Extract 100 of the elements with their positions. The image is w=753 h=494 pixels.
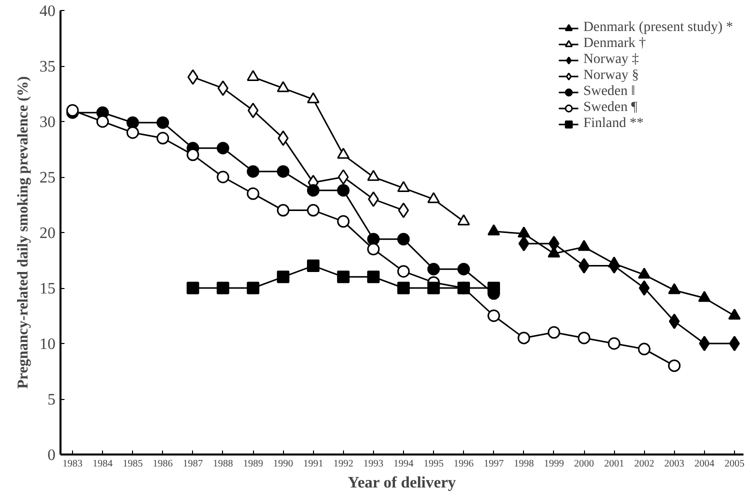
point [246, 187, 260, 200]
point [156, 116, 170, 129]
point [276, 270, 290, 284]
point [728, 308, 741, 320]
point [578, 332, 590, 344]
legend-label: Denmark (present study) * [583, 20, 733, 36]
legend-label: Sweden ‖ [583, 84, 636, 100]
point [548, 326, 560, 339]
legend-label: Denmark † [583, 36, 646, 52]
x-tick-label: 2001 [604, 458, 624, 470]
legend-label: Sweden ¶ [583, 100, 638, 116]
x-tick-label: 2005 [724, 458, 744, 470]
y-tick-label: 10 [40, 336, 56, 353]
point [367, 232, 380, 246]
legend-label: Norway § [583, 68, 639, 84]
point [698, 336, 710, 352]
point [427, 262, 440, 276]
point [427, 282, 440, 294]
point [638, 342, 650, 356]
point [156, 132, 170, 144]
point [338, 169, 349, 185]
point [306, 92, 320, 104]
y-tick-label: 25 [40, 170, 56, 186]
point [186, 148, 200, 162]
point [337, 148, 350, 159]
point [397, 232, 410, 246]
point [246, 282, 260, 294]
point [638, 268, 650, 279]
x-tick-label: 1997 [484, 458, 504, 470]
x-tick-label: 1999 [544, 458, 564, 470]
point [367, 170, 380, 181]
point [608, 337, 620, 350]
y-tick-label: 0 [48, 447, 56, 464]
x-tick-label: 2004 [694, 458, 714, 470]
y-tick-label: 20 [40, 225, 56, 242]
point [367, 242, 380, 256]
point [246, 70, 260, 82]
y-tick-label: 40 [40, 3, 56, 20]
point [457, 214, 470, 226]
legend-label: Norway ‡ [583, 52, 639, 68]
x-tick-label: 1993 [363, 458, 384, 470]
point [276, 204, 290, 217]
x-tick-label: 1994 [394, 458, 414, 470]
y-tick-label: 35 [40, 58, 56, 76]
point [306, 204, 320, 217]
point [276, 165, 290, 178]
x-tick-label: 1986 [152, 458, 173, 470]
point [187, 69, 198, 85]
point [638, 280, 650, 296]
x-tick-label: 2000 [574, 458, 594, 470]
point [216, 282, 230, 294]
point [488, 282, 500, 294]
x-tick-label: 1987 [182, 458, 203, 470]
point [488, 310, 500, 322]
point [276, 81, 290, 92]
x-tick-label: 1998 [514, 458, 534, 470]
point [518, 226, 530, 238]
point [367, 270, 380, 284]
point [518, 236, 530, 252]
point [427, 192, 440, 204]
legend-label: Finland ** [583, 116, 644, 132]
point [216, 170, 230, 184]
point [126, 116, 139, 129]
point [397, 282, 410, 294]
y-tick-label: 15 [40, 280, 56, 298]
y-tick-label: 5 [48, 392, 56, 408]
point [397, 265, 410, 278]
x-tick-label: 1983 [62, 458, 83, 470]
point [278, 130, 289, 146]
point [668, 283, 681, 294]
point [668, 359, 681, 372]
x-tick-label: 2002 [634, 458, 654, 470]
point [488, 224, 500, 236]
x-tick-label: 1990 [273, 458, 294, 470]
x-tick-label: 1989 [243, 458, 264, 470]
y-axis-title: Pregnancy-related daily smoking prevalence (%) [16, 76, 32, 389]
x-tick-label: 1992 [333, 458, 354, 470]
x-tick-label: 1985 [122, 458, 143, 470]
y-tick-label: 30 [40, 114, 56, 131]
x-tick-label: 1984 [92, 458, 113, 470]
point [337, 270, 350, 284]
x-tick-label: 1995 [424, 458, 444, 470]
x-tick-label: 1988 [212, 458, 233, 470]
point [397, 181, 410, 192]
point [518, 332, 530, 344]
point [216, 142, 230, 154]
point [337, 215, 350, 228]
point [186, 282, 200, 294]
point [457, 262, 470, 276]
x-tick-label: 1996 [454, 458, 474, 470]
point [306, 184, 320, 197]
point [337, 184, 350, 197]
point [246, 165, 260, 178]
point [126, 126, 139, 139]
point [668, 314, 680, 330]
x-axis-title: Year of delivery [348, 474, 456, 492]
x-tick-label: 1991 [303, 458, 324, 470]
point [578, 240, 590, 251]
point [96, 115, 109, 128]
x-tick-label: 2003 [664, 458, 684, 470]
